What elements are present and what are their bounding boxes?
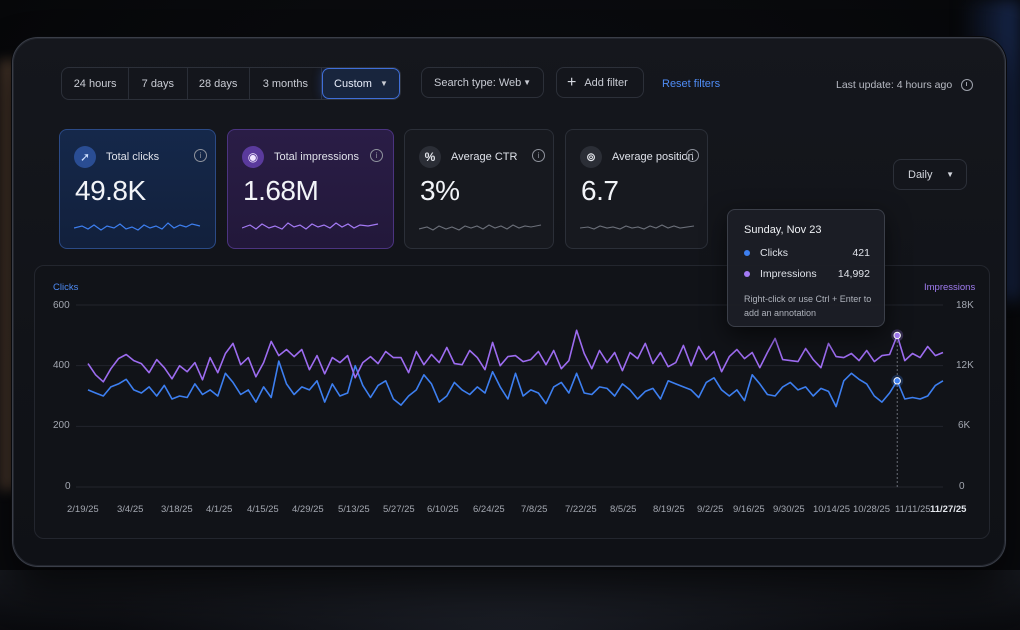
impressions-dot-icon — [744, 271, 750, 277]
device-frame: 24 hours 7 days 28 days 3 months Custom … — [12, 37, 1006, 567]
series-line-clicks[interactable] — [87, 360, 944, 408]
metric-value: 6.7 — [581, 175, 619, 206]
right-tick-label: 18K — [956, 300, 974, 311]
x-tick-label: 7/22/25 — [565, 504, 597, 515]
target-icon: ⊚ — [580, 146, 602, 168]
x-tick-label: 4/1/25 — [206, 504, 233, 515]
range-24-hours[interactable]: 24 hours — [62, 68, 130, 99]
tooltip-row-clicks: Clicks 421 — [744, 247, 870, 259]
info-icon[interactable]: i — [194, 149, 207, 162]
x-tick-label: 4/15/25 — [247, 504, 279, 515]
tooltip-date: Sunday, Nov 23 — [744, 224, 822, 236]
chevron-down-icon: ▼ — [946, 170, 954, 179]
metric-card-position[interactable]: ⊚ Average position i 6.7 — [565, 129, 708, 249]
highlight-point-clicks[interactable] — [893, 377, 901, 385]
metric-label: Average CTR — [451, 151, 518, 163]
last-update: Last update: 4 hours ago — [836, 79, 974, 91]
search-type-label: Search type: Web — [434, 76, 522, 89]
clock-icon — [961, 79, 974, 91]
x-tick-label: 8/19/25 — [653, 504, 685, 515]
add-filter-label: Add filter — [584, 76, 628, 89]
metric-card-impressions[interactable]: ◉ Total impressions i 1.68M — [227, 129, 394, 249]
eye-icon: ◉ — [242, 146, 264, 168]
floor-reflection — [0, 570, 1020, 630]
x-tick-label: 9/16/25 — [733, 504, 765, 515]
right-tick-label: 12K — [956, 360, 974, 371]
range-3-months[interactable]: 3 months — [250, 68, 322, 99]
tooltip-row-impressions: Impressions 14,992 — [744, 268, 870, 280]
granularity-dropdown[interactable]: Daily ▼ — [893, 159, 967, 190]
right-tick-label: 6K — [958, 420, 971, 431]
info-icon[interactable]: i — [370, 149, 383, 162]
metric-value: 3% — [420, 175, 460, 206]
x-tick-label: 8/5/25 — [610, 504, 637, 515]
metric-card-clicks[interactable]: ➚ Total clicks i 49.8K — [59, 129, 216, 249]
range-7-days[interactable]: 7 days — [129, 68, 188, 99]
x-tick-label: 6/24/25 — [473, 504, 505, 515]
x-tick-label: 4/29/25 — [292, 504, 324, 515]
metric-value: 1.68M — [243, 175, 319, 206]
chevron-down-icon: ▼ — [523, 78, 531, 87]
x-tick-label: 5/27/25 — [383, 504, 415, 515]
sparkline-impressions — [242, 222, 379, 230]
x-tick-label: 10/28/25 — [853, 504, 890, 515]
x-tick-label: 3/4/25 — [117, 504, 144, 515]
metric-card-ctr[interactable]: % Average CTR i 3% — [404, 129, 554, 249]
metric-label: Average position — [612, 151, 694, 163]
range-custom[interactable]: Custom ▼ — [321, 68, 400, 99]
sparkline-clicks — [74, 222, 201, 231]
clicks-dot-icon — [744, 250, 750, 256]
tooltip-clicks-label: Clicks — [760, 247, 788, 259]
add-filter-button[interactable]: + Add filter — [556, 67, 644, 98]
right-axis-title: Impressions — [924, 282, 976, 293]
range-28-days[interactable]: 28 days — [188, 68, 250, 99]
tooltip-annotation-hint: Right-click or use Ctrl + Enter to add a… — [744, 294, 872, 318]
tooltip-impressions-value: 14,992 — [837, 268, 870, 280]
metric-value: 49.8K — [75, 175, 146, 206]
left-tick-label: 0 — [65, 481, 71, 492]
x-tick-label: 6/10/25 — [427, 504, 459, 515]
percent-icon: % — [419, 146, 441, 168]
last-update-text: Last update: 4 hours ago — [836, 79, 953, 91]
metric-label: Total clicks — [106, 151, 160, 163]
tooltip-impressions-label: Impressions — [760, 268, 817, 280]
left-tick-label: 400 — [53, 360, 70, 371]
granularity-label: Daily — [908, 168, 933, 181]
reset-filters-link[interactable]: Reset filters — [662, 78, 721, 90]
tooltip-clicks-value: 421 — [852, 247, 870, 259]
sparkline-position — [580, 224, 695, 230]
info-icon[interactable]: i — [532, 149, 545, 162]
date-range-selector: 24 hours 7 days 28 days 3 months Custom … — [61, 67, 401, 100]
x-tick-label: 7/8/25 — [521, 504, 548, 515]
left-tick-label: 600 — [53, 300, 70, 311]
plus-icon: + — [567, 73, 577, 91]
x-tick-label: 10/14/25 — [813, 504, 850, 515]
x-tick-label: 9/2/25 — [697, 504, 724, 515]
metric-label: Total impressions — [274, 151, 359, 163]
chevron-down-icon: ▼ — [379, 79, 388, 88]
x-tick-label: 11/27/25 — [930, 504, 967, 515]
series-line-impressions[interactable] — [87, 329, 944, 383]
sparkline-ctr — [419, 224, 542, 231]
cursor-click-icon: ➚ — [74, 146, 96, 168]
x-tick-label: 3/18/25 — [161, 504, 193, 515]
range-custom-label: Custom — [334, 77, 372, 90]
x-tick-label: 5/13/25 — [338, 504, 370, 515]
x-tick-label: 11/11/25 — [895, 504, 931, 515]
left-axis-title: Clicks — [53, 282, 79, 293]
info-icon[interactable]: i — [686, 149, 699, 162]
x-tick-label: 9/30/25 — [773, 504, 805, 515]
right-tick-label: 0 — [959, 481, 965, 492]
left-tick-label: 200 — [53, 420, 70, 431]
chart-tooltip: Sunday, Nov 23 Clicks 421 Impressions 14… — [727, 209, 885, 327]
search-type-dropdown[interactable]: Search type: Web ▼ — [421, 67, 544, 98]
highlight-point-impressions[interactable] — [893, 331, 901, 340]
x-tick-label: 2/19/25 — [67, 504, 99, 515]
